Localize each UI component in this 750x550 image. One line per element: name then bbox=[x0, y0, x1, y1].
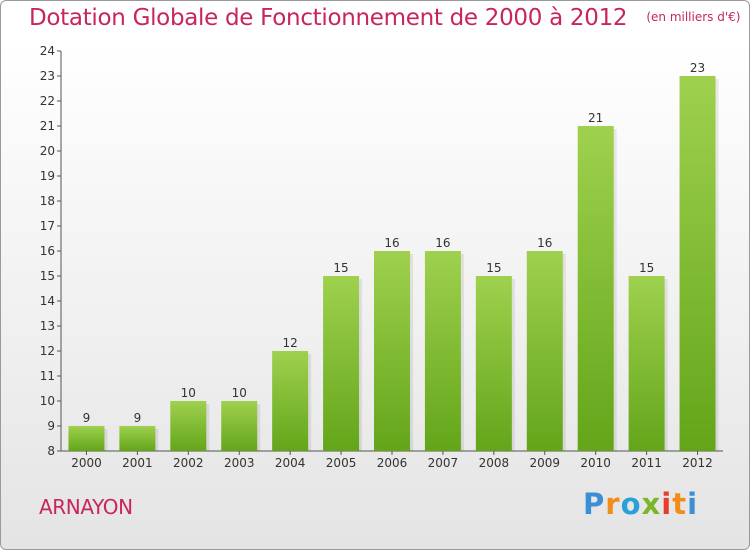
title-row: Dotation Globale de Fonctionnement de 20… bbox=[29, 5, 740, 31]
x-tick-label: 2004 bbox=[275, 456, 306, 470]
data-label: 21 bbox=[588, 111, 603, 125]
bar bbox=[68, 426, 105, 451]
x-tick-label: 2003 bbox=[224, 456, 255, 470]
data-label: 16 bbox=[384, 236, 399, 250]
y-tick-label: 17 bbox=[40, 219, 55, 233]
data-label: 16 bbox=[435, 236, 450, 250]
bar bbox=[577, 126, 614, 451]
data-label: 9 bbox=[134, 411, 142, 425]
data-label: 10 bbox=[232, 386, 247, 400]
x-tick-label: 2008 bbox=[479, 456, 510, 470]
y-tick-label: 18 bbox=[40, 194, 55, 208]
bar bbox=[119, 426, 156, 451]
bar bbox=[526, 251, 563, 451]
logo-letter: r bbox=[605, 487, 621, 521]
data-label: 23 bbox=[690, 61, 705, 75]
bar bbox=[475, 276, 512, 451]
bar bbox=[679, 76, 716, 451]
bar bbox=[323, 276, 360, 451]
x-tick-label: 2005 bbox=[326, 456, 357, 470]
x-tick-label: 2006 bbox=[377, 456, 408, 470]
logo-letter: t bbox=[672, 487, 688, 521]
x-tick-label: 2009 bbox=[529, 456, 560, 470]
y-tick-label: 20 bbox=[40, 144, 55, 158]
y-tick-label: 15 bbox=[40, 269, 55, 283]
data-label: 15 bbox=[639, 261, 654, 275]
data-label: 12 bbox=[283, 336, 298, 350]
y-tick-label: 23 bbox=[40, 69, 55, 83]
logo-letter: o bbox=[620, 487, 642, 521]
bar bbox=[424, 251, 461, 451]
y-tick-label: 21 bbox=[40, 119, 55, 133]
x-tick-label: 2007 bbox=[428, 456, 459, 470]
commune-name: ARNAYON bbox=[39, 495, 133, 519]
y-tick-label: 14 bbox=[40, 294, 55, 308]
y-tick-label: 22 bbox=[40, 94, 55, 108]
x-tick-label: 2012 bbox=[682, 456, 713, 470]
x-tick-label: 2002 bbox=[173, 456, 204, 470]
logo-letter: i bbox=[687, 487, 699, 521]
data-label: 15 bbox=[333, 261, 348, 275]
logo-letter: P bbox=[583, 487, 606, 521]
x-tick-label: 2010 bbox=[580, 456, 611, 470]
chart-title: Dotation Globale de Fonctionnement de 20… bbox=[29, 5, 628, 31]
logo-letter: i bbox=[661, 487, 673, 521]
data-label: 10 bbox=[181, 386, 196, 400]
y-tick-label: 10 bbox=[40, 394, 55, 408]
chart-subtitle: (en milliers d'€) bbox=[646, 10, 741, 24]
data-label: 9 bbox=[83, 411, 91, 425]
bar bbox=[374, 251, 410, 451]
x-tick-label: 2011 bbox=[631, 456, 662, 470]
y-tick-label: 8 bbox=[47, 444, 55, 458]
y-tick-label: 11 bbox=[40, 369, 55, 383]
logo-letter: x bbox=[641, 487, 662, 521]
y-tick-label: 19 bbox=[40, 169, 55, 183]
x-tick-label: 2001 bbox=[122, 456, 153, 470]
x-tick-label: 2000 bbox=[71, 456, 102, 470]
bar bbox=[170, 401, 207, 451]
y-tick-label: 12 bbox=[40, 344, 55, 358]
proxiti-logo[interactable]: Proxiti bbox=[583, 487, 698, 521]
data-label: 16 bbox=[537, 236, 552, 250]
y-tick-label: 13 bbox=[40, 319, 55, 333]
bar bbox=[272, 351, 309, 451]
y-tick-label: 24 bbox=[40, 44, 55, 58]
y-tick-label: 16 bbox=[40, 244, 55, 258]
data-label: 15 bbox=[486, 261, 501, 275]
bar bbox=[628, 276, 665, 451]
y-tick-label: 9 bbox=[47, 419, 55, 433]
bar bbox=[221, 401, 258, 451]
